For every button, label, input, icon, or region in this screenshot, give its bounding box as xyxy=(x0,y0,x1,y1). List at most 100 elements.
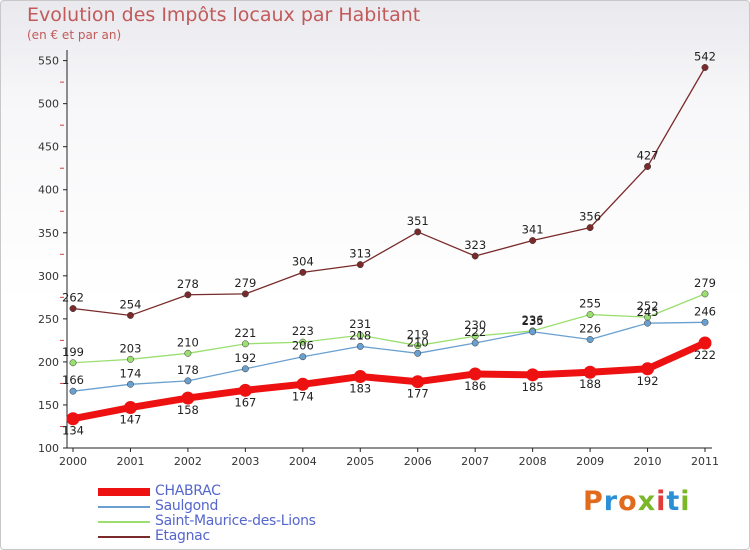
data-point xyxy=(241,290,249,298)
y-tick-label: 300 xyxy=(38,270,59,283)
data-label: 219 xyxy=(407,328,429,342)
data-point xyxy=(526,368,540,382)
legend-swatch xyxy=(98,506,150,508)
logo-letter: o xyxy=(618,486,638,517)
data-label: 174 xyxy=(119,366,141,380)
legend-swatch xyxy=(98,521,150,523)
data-point xyxy=(69,387,77,395)
legend-label: Etagnac xyxy=(155,528,210,544)
y-tick-label: 250 xyxy=(38,313,59,326)
x-tick-label: 2007 xyxy=(461,455,489,468)
data-point xyxy=(181,391,195,405)
data-point xyxy=(698,336,712,350)
logo-letter: x xyxy=(637,486,657,517)
data-point xyxy=(127,380,134,388)
series-line-3 xyxy=(72,67,706,317)
data-label: 192 xyxy=(234,351,256,365)
x-tick-label: 2011 xyxy=(691,455,719,468)
series-line-1 xyxy=(72,321,706,392)
data-label: 542 xyxy=(694,49,716,63)
data-label: 210 xyxy=(177,335,199,349)
data-label: 252 xyxy=(637,299,659,313)
y-tick-label: 350 xyxy=(38,227,59,240)
data-label: 223 xyxy=(292,324,314,338)
data-point xyxy=(127,311,134,319)
x-tick-label: 2000 xyxy=(59,455,87,468)
data-label: 236 xyxy=(522,313,544,327)
logo-letter: i xyxy=(656,486,667,517)
data-label: 166 xyxy=(62,373,84,387)
data-label: 218 xyxy=(349,328,371,342)
data-label: 222 xyxy=(464,325,486,339)
data-point xyxy=(583,365,597,379)
data-label: 192 xyxy=(637,374,659,388)
y-tick-label: 100 xyxy=(38,442,59,455)
data-label: 235 xyxy=(522,314,544,328)
data-label: 254 xyxy=(119,297,141,311)
data-point xyxy=(586,224,594,232)
data-point xyxy=(184,377,192,385)
data-label: 178 xyxy=(177,363,199,377)
data-point xyxy=(299,338,307,346)
data-label: 134 xyxy=(62,424,84,438)
data-point xyxy=(701,64,709,71)
data-label: 221 xyxy=(234,326,256,340)
data-label: 341 xyxy=(522,223,544,237)
data-label: 147 xyxy=(119,413,141,427)
data-label: 185 xyxy=(522,380,544,394)
x-tick-label: 2005 xyxy=(346,455,374,468)
data-label: 226 xyxy=(579,322,601,336)
chart-subtitle: (en € et par an) xyxy=(27,28,122,42)
x-tick-label: 2006 xyxy=(404,455,432,468)
data-point xyxy=(411,375,425,389)
data-label: 188 xyxy=(579,377,601,391)
series-line-0 xyxy=(72,339,707,423)
x-tick-label: 2004 xyxy=(289,455,317,468)
data-point xyxy=(468,367,482,381)
y-tick-label: 150 xyxy=(38,399,59,412)
data-point xyxy=(356,342,364,350)
data-point xyxy=(414,349,422,357)
y-tick-label: 200 xyxy=(38,356,59,369)
data-point xyxy=(123,401,137,415)
data-point xyxy=(184,349,192,357)
legend-label: Saint-Maurice-des-Lions xyxy=(155,513,316,529)
data-point xyxy=(414,342,422,350)
data-label: 323 xyxy=(464,238,486,252)
x-tick-label: 2003 xyxy=(231,455,259,468)
y-tick-label: 500 xyxy=(38,98,59,111)
y-tick-label: 400 xyxy=(38,184,59,197)
logo-letter: r xyxy=(603,486,619,517)
data-label: 186 xyxy=(464,379,486,393)
data-point xyxy=(701,318,709,326)
data-label: 203 xyxy=(119,341,141,355)
data-label: 222 xyxy=(694,348,716,362)
proxiti-logo: Proxiti xyxy=(583,486,691,517)
logo-letter: P xyxy=(583,486,604,517)
legend-swatch xyxy=(98,536,150,538)
data-label: 427 xyxy=(637,148,659,162)
legend-swatch xyxy=(98,488,150,496)
data-point xyxy=(241,340,249,348)
x-tick-label: 2010 xyxy=(634,455,662,468)
data-label: 167 xyxy=(234,395,256,409)
data-label: 158 xyxy=(177,403,199,417)
data-label: 246 xyxy=(694,304,716,318)
data-point xyxy=(66,412,80,426)
data-point xyxy=(69,359,77,367)
y-tick-label: 450 xyxy=(38,141,59,154)
x-tick-label: 2002 xyxy=(174,455,202,468)
data-point xyxy=(644,163,651,170)
data-label: 255 xyxy=(579,297,601,311)
data-point xyxy=(241,365,249,373)
x-tick-label: 2008 xyxy=(519,455,547,468)
data-label: 177 xyxy=(407,387,429,401)
data-point xyxy=(356,261,364,269)
data-label: 210 xyxy=(407,335,429,349)
logo-letter: t xyxy=(666,486,681,517)
data-point xyxy=(644,319,651,327)
logo-letter: i xyxy=(680,486,691,517)
data-label: 183 xyxy=(349,382,371,396)
data-label: 174 xyxy=(292,389,314,403)
